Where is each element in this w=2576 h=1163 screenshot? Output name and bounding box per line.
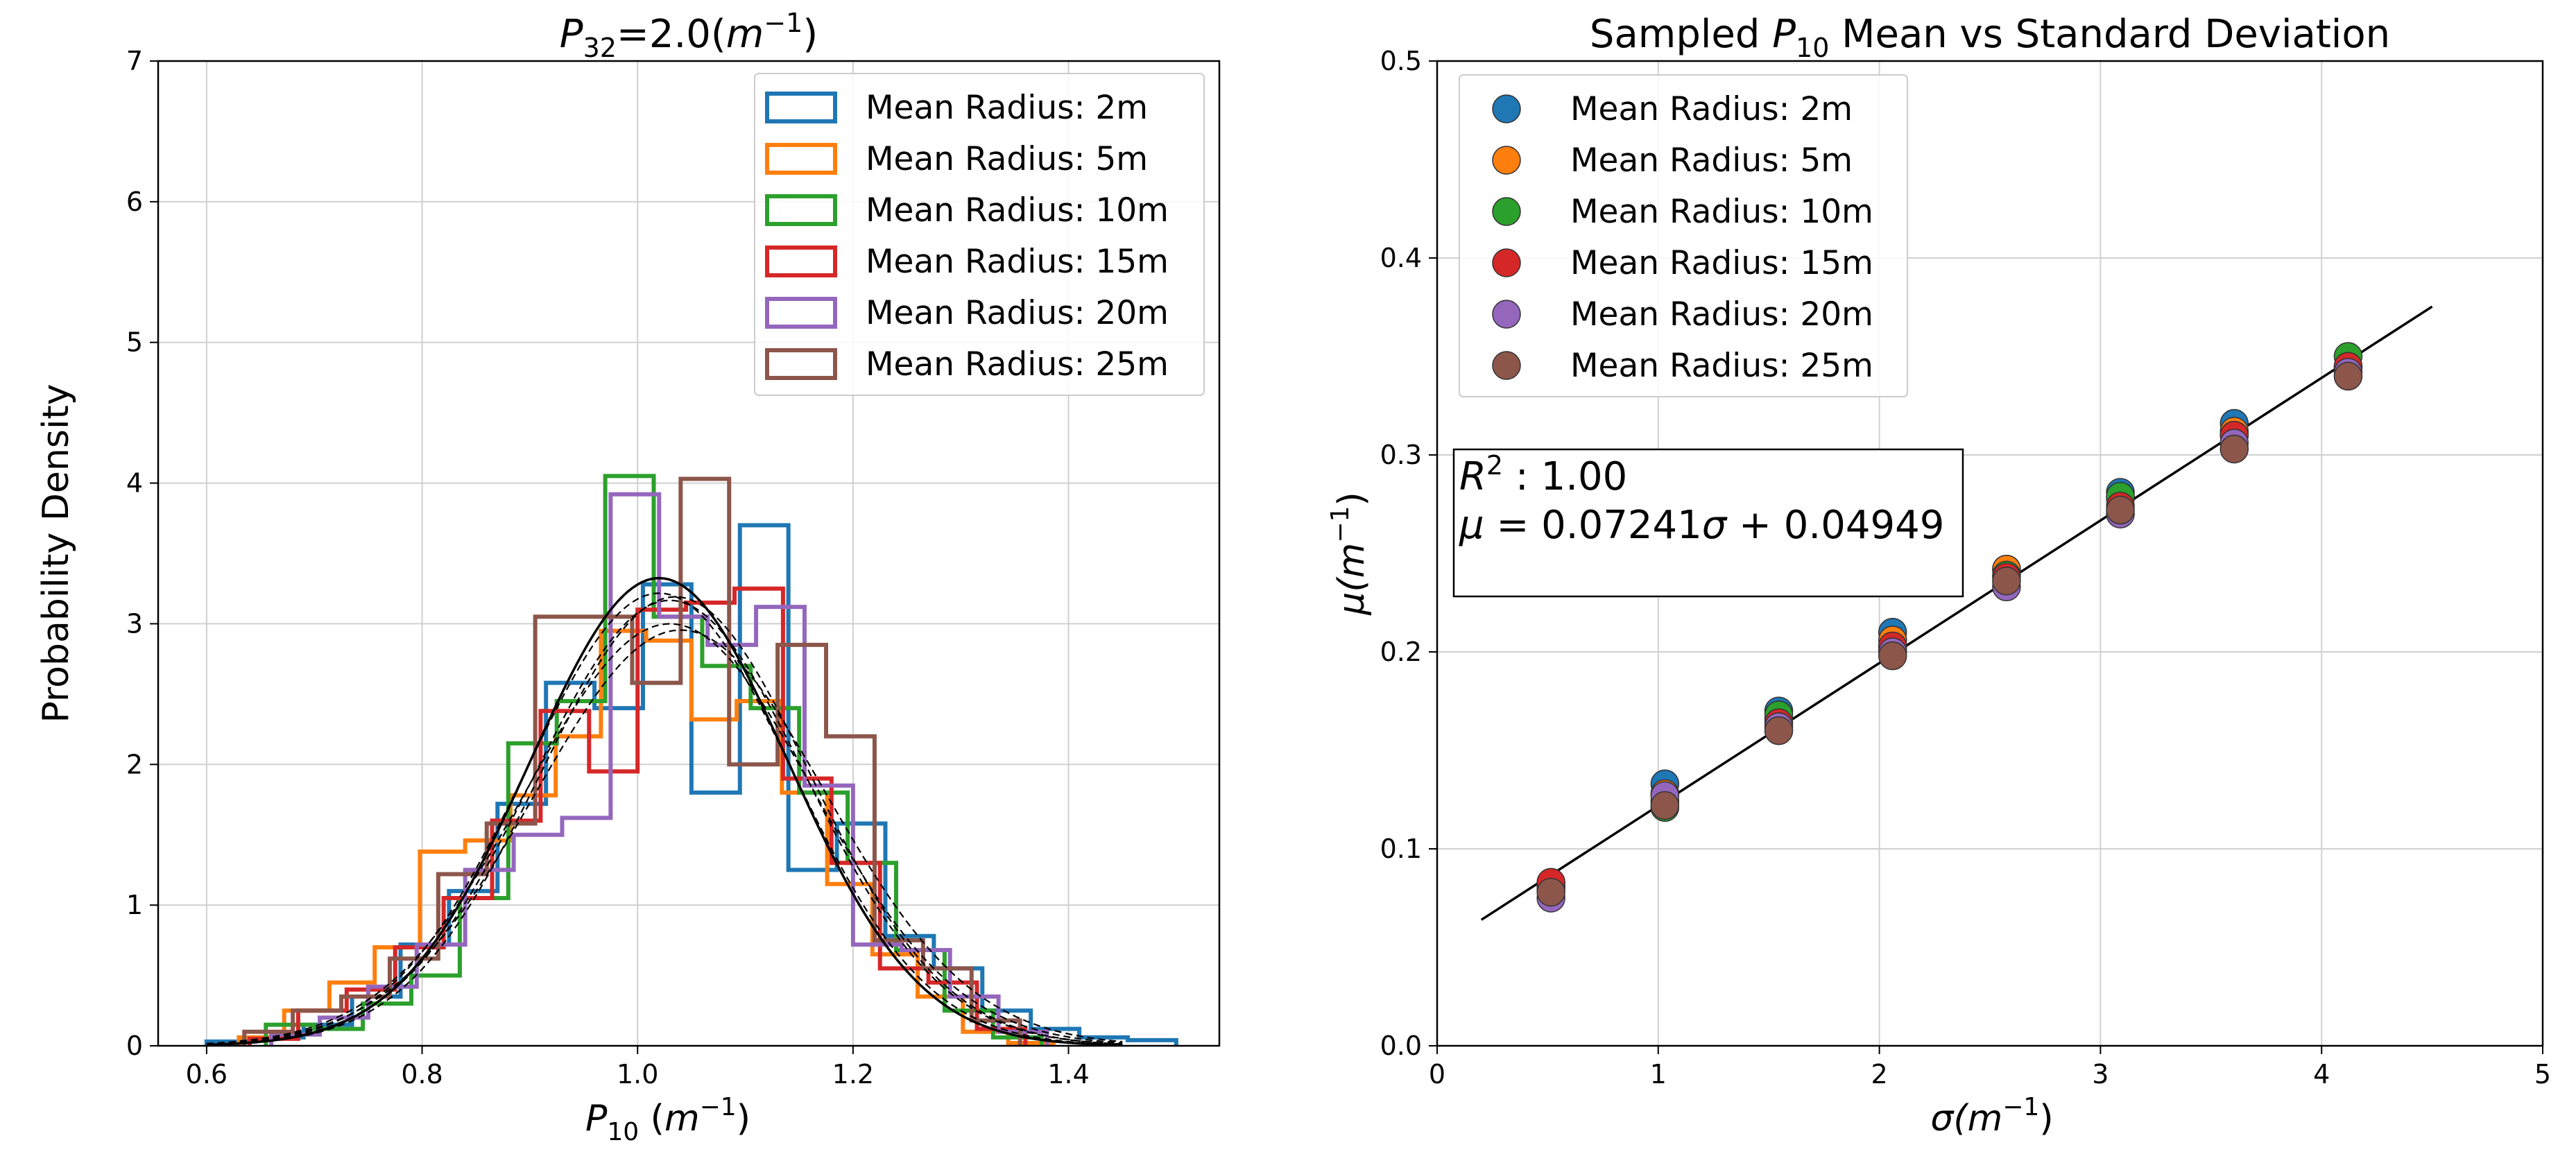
- left-legend-label: Mean Radius: 2m: [866, 89, 1148, 127]
- left-legend-label: Mean Radius: 25m: [866, 345, 1169, 384]
- right-y-tick-label: 0.1: [1380, 834, 1422, 864]
- left-y-tick-label: 4: [126, 468, 143, 499]
- right-legend-marker: [1492, 351, 1521, 380]
- left-chart-title: P32=2.0(m−1): [560, 8, 818, 63]
- scatter-point-brown: [1878, 641, 1907, 671]
- r-squared-label: R2 : 1.00: [1459, 450, 1627, 499]
- fit-annotation: R2 : 1.00 μ = 0.07241σ + 0.04949: [1452, 448, 1964, 598]
- right-legend-marker: [1492, 94, 1521, 123]
- scatter-point-brown: [2219, 434, 2249, 464]
- left-legend-label: Mean Radius: 5m: [866, 140, 1148, 178]
- left-legend-swatch: [765, 297, 837, 329]
- scatter-point-brown: [1992, 567, 2021, 596]
- scatter-point-brown: [1536, 877, 1565, 907]
- histogram-step-purple: [269, 492, 1049, 1046]
- right-x-tick-label: 2: [1871, 1059, 1888, 1089]
- right-legend-marker: [1492, 146, 1521, 175]
- left-x-tick-label: 1.4: [1047, 1059, 1089, 1089]
- left-y-tick-label: 5: [126, 327, 143, 358]
- right-x-tick-label: 5: [2534, 1059, 2551, 1089]
- left-x-tick-label: 0.6: [186, 1059, 227, 1089]
- left-legend-swatch: [765, 194, 837, 226]
- histogram-chart: 0.6 0.8 1.0 1.2 1.4 0 1 2 3 4 5 6 7 P32=2.0(m−1) P1…: [35, 8, 1221, 1146]
- normal-fit-curve: [206, 623, 1123, 1044]
- right-x-axis-label: σ(m−1): [1930, 1093, 2053, 1139]
- right-legend-marker: [1492, 300, 1521, 329]
- right-plot-frame: [1436, 60, 2544, 1047]
- left-x-tick-label: 0.8: [401, 1059, 443, 1089]
- left-legend-box: [754, 73, 1205, 396]
- left-y-ticks: 0 1 2 3 4 5 6 7: [126, 46, 158, 1061]
- left-y-tick-label: 7: [126, 46, 143, 76]
- scatter-point-brown: [1764, 716, 1794, 746]
- right-legend-marker: [1492, 248, 1521, 277]
- right-y-tick-label: 0.3: [1380, 440, 1422, 470]
- right-y-tick-label: 0.0: [1380, 1031, 1422, 1061]
- left-legend: Mean Radius: 2m Mean Radius: 5m Mean Radiu…: [754, 73, 1205, 396]
- left-legend-label: Mean Radius: 20m: [866, 294, 1169, 332]
- right-legend-marker: [1492, 197, 1521, 226]
- left-legend-swatch: [765, 245, 837, 277]
- right-legend-label: Mean Radius: 2m: [1570, 90, 1853, 128]
- left-x-axis-label: P10 (m−1): [585, 1093, 750, 1146]
- scatter-point-brown: [2106, 495, 2135, 525]
- right-legend-label: Mean Radius: 25m: [1570, 347, 1873, 385]
- left-legend-swatch: [765, 92, 837, 123]
- left-x-ticks: 0.6 0.8 1.0 1.2 1.4: [186, 1046, 1090, 1089]
- left-legend-label: Mean Radius: 15m: [866, 243, 1169, 281]
- fit-annotation-box: [1452, 448, 1964, 598]
- right-x-tick-label: 4: [2313, 1059, 2330, 1089]
- left-y-tick-label: 0: [126, 1031, 143, 1061]
- right-x-ticks: 0 1 2 3 4 5: [1429, 1046, 2551, 1089]
- left-fit-curves: [206, 576, 1123, 1046]
- left-y-tick-label: 6: [126, 187, 143, 217]
- right-x-tick-label: 3: [2092, 1059, 2109, 1089]
- right-y-tick-label: 0.5: [1380, 46, 1422, 76]
- normal-fit-curve: [206, 596, 1123, 1046]
- left-x-tick-label: 1.0: [617, 1059, 658, 1089]
- left-x-tick-label: 1.2: [832, 1059, 874, 1089]
- left-legend-label: Mean Radius: 10m: [866, 191, 1169, 230]
- left-legend-swatch: [765, 348, 837, 380]
- left-histograms: [204, 474, 1178, 1046]
- scatter-chart: 0 1 2 3 4 5 0.0 0.1 0.2 0.3 0.4 0.5 Sampled P10 Me…: [1326, 12, 2551, 1139]
- right-y-ticks: 0.0 0.1 0.2 0.3 0.4 0.5: [1380, 46, 1437, 1061]
- right-chart-title: Sampled P10 Mean vs Standard Deviation: [1590, 12, 2390, 63]
- left-y-tick-label: 2: [126, 749, 143, 779]
- right-x-tick-label: 0: [1429, 1059, 1445, 1089]
- right-legend-label: Mean Radius: 10m: [1570, 193, 1873, 231]
- left-legend-swatch: [765, 143, 837, 175]
- scatter-point-brown: [2333, 361, 2363, 391]
- histogram-step-brown: [242, 476, 1022, 1046]
- right-y-tick-label: 0.2: [1380, 637, 1422, 667]
- fit-equation-label: μ = 0.07241σ + 0.04949: [1459, 503, 1944, 548]
- right-legend-label: Mean Radius: 5m: [1570, 141, 1853, 180]
- left-y-axis-label: Probability Density: [35, 384, 77, 723]
- normal-fit-curve: [206, 629, 1123, 1045]
- right-x-tick-label: 1: [1650, 1059, 1667, 1089]
- histogram-step-orange: [237, 628, 1056, 1046]
- left-y-tick-label: 1: [126, 890, 143, 920]
- right-legend-label: Mean Radius: 20m: [1570, 295, 1873, 334]
- right-y-tick-label: 0.4: [1380, 243, 1422, 273]
- scatter-point-brown: [1650, 791, 1680, 820]
- right-scatter-points: [1536, 342, 2363, 913]
- left-y-tick-label: 3: [126, 608, 143, 639]
- right-y-axis-label: μ(m−1): [1326, 492, 1373, 615]
- normal-fit-curve: [206, 599, 1123, 1046]
- left-plot-frame: [157, 60, 1221, 1047]
- right-legend: Mean Radius: 2m Mean Radius: 5m Mean Radiu…: [1459, 74, 1908, 397]
- regression-line: [1480, 305, 2433, 921]
- right-legend-box: [1459, 74, 1908, 397]
- right-legend-label: Mean Radius: 15m: [1570, 244, 1873, 282]
